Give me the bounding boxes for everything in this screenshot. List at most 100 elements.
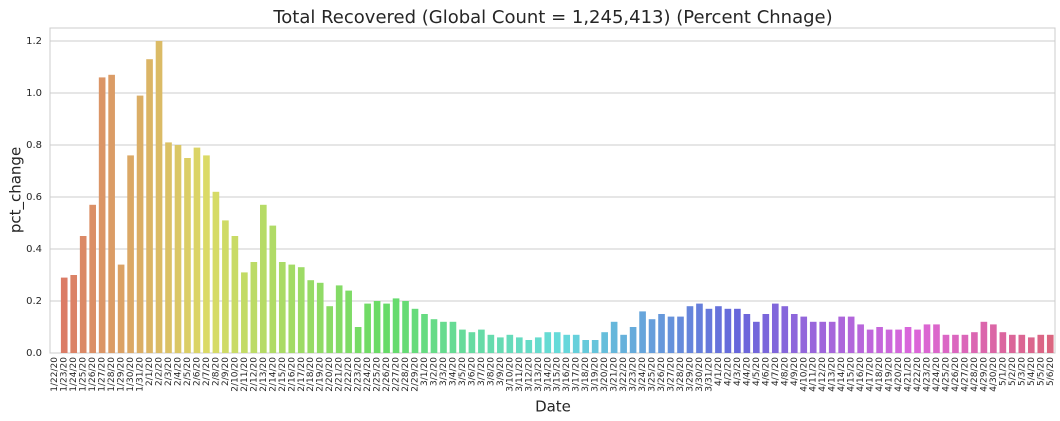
bar (563, 334, 571, 353)
bar (971, 332, 978, 353)
bar (1037, 334, 1045, 353)
bar (753, 321, 760, 353)
bar (250, 262, 258, 353)
x-tick-label: 5/5/20 (1036, 357, 1046, 386)
x-tick-label: 3/3/20 (439, 357, 449, 386)
bar (923, 324, 931, 353)
bar (904, 327, 912, 353)
bar (809, 321, 817, 353)
x-tick-label: 3/13/20 (534, 357, 544, 392)
bar (326, 306, 334, 353)
bar (591, 340, 599, 353)
bar (629, 327, 637, 353)
bar (155, 41, 163, 353)
bar (165, 142, 172, 353)
x-tick-label: 2/12/20 (249, 357, 259, 392)
y-axis-label: pct_change (7, 147, 26, 233)
x-tick-label: 4/21/20 (904, 357, 914, 392)
bar (952, 334, 959, 353)
plot-frame (49, 27, 1056, 354)
bar (885, 329, 893, 353)
x-tick-label: 2/4/20 (173, 357, 183, 386)
bar (790, 314, 798, 353)
bar (762, 314, 770, 353)
y-tick-label: 0.8 (26, 140, 42, 151)
bar (1046, 334, 1054, 353)
bar (345, 290, 352, 353)
bar (610, 321, 618, 353)
x-tick-label: 4/2/20 (723, 357, 733, 386)
x-tick-label: 3/1/20 (420, 357, 430, 386)
x-tick-label: 5/1/20 (998, 357, 1008, 386)
x-tick-label: 3/7/20 (477, 357, 487, 386)
x-tick-label: 3/5/20 (458, 357, 468, 386)
chart-title: Total Recovered (Global Count = 1,245,41… (272, 7, 832, 28)
x-tick-label: 2/16/20 (287, 357, 297, 392)
bar (449, 321, 457, 353)
x-tick-label: 3/8/20 (486, 357, 496, 386)
x-tick-label: 2/9/20 (221, 357, 231, 386)
x-tick-label: 3/16/20 (562, 357, 572, 392)
bar (468, 332, 476, 353)
bar (316, 282, 324, 353)
x-tick-label: 4/9/20 (790, 357, 800, 386)
x-tick-label: 5/3/20 (1017, 357, 1027, 386)
x-tick-label: 4/7/20 (771, 357, 781, 386)
x-tick-label: 4/29/20 (979, 357, 989, 392)
x-tick-label: 2/2/20 (155, 357, 165, 386)
x-tick-label: 2/26/20 (382, 357, 392, 392)
bar (459, 329, 466, 353)
x-tick-label: 3/15/20 (553, 357, 563, 392)
x-tick-label: 3/22/20 (619, 357, 629, 392)
bar (364, 303, 371, 353)
bar (715, 306, 722, 353)
bar (686, 306, 694, 353)
bar (961, 334, 969, 353)
x-tick-label: 3/28/20 (676, 357, 686, 392)
bar (847, 316, 855, 353)
bar (373, 301, 381, 353)
bar (696, 303, 703, 353)
bar (127, 155, 134, 353)
x-tick-label: 1/28/20 (107, 357, 117, 392)
bar (534, 337, 542, 353)
x-tick-label: 2/25/20 (373, 357, 383, 392)
bar (980, 321, 988, 353)
x-tick-label: 4/19/20 (885, 357, 895, 392)
bar (658, 314, 665, 353)
x-tick-label: 3/14/20 (543, 357, 553, 392)
x-tick-label: 1/31/20 (136, 357, 146, 392)
x-tick-label: 3/27/20 (667, 357, 677, 392)
bar (241, 272, 248, 353)
x-tick-label: 2/29/20 (411, 357, 421, 392)
x-tick-label: 4/12/20 (818, 357, 828, 392)
x-tick-label: 4/15/20 (847, 357, 857, 392)
x-tick-label: 3/30/20 (695, 357, 705, 392)
x-tick-label: 2/18/20 (306, 357, 316, 392)
x-tick-label: 3/2/20 (429, 357, 439, 386)
bar (402, 301, 409, 353)
x-tick-label: 2/13/20 (259, 357, 269, 392)
bar (705, 308, 713, 353)
bar (478, 329, 485, 353)
bar (231, 236, 239, 353)
bar (354, 327, 362, 353)
x-tick-label: 3/26/20 (657, 357, 667, 392)
x-tick-label: 2/17/20 (297, 357, 307, 392)
bar (639, 311, 646, 353)
x-tick-label: 4/18/20 (875, 357, 885, 392)
x-tick-label: 5/4/20 (1027, 357, 1037, 386)
bar (582, 340, 590, 353)
x-tick-label: 2/19/20 (316, 357, 326, 392)
x-axis-label: Date (535, 398, 571, 416)
x-tick-label: 3/29/20 (685, 357, 695, 392)
x-tick-label: 2/28/20 (401, 357, 411, 392)
x-tick-label: 3/11/20 (515, 357, 525, 392)
bar (421, 314, 428, 353)
x-tick-label: 1/25/20 (79, 357, 89, 392)
x-tick-label: 3/31/20 (704, 357, 714, 392)
bar (212, 191, 220, 353)
bar (866, 329, 874, 353)
bar (269, 225, 277, 353)
